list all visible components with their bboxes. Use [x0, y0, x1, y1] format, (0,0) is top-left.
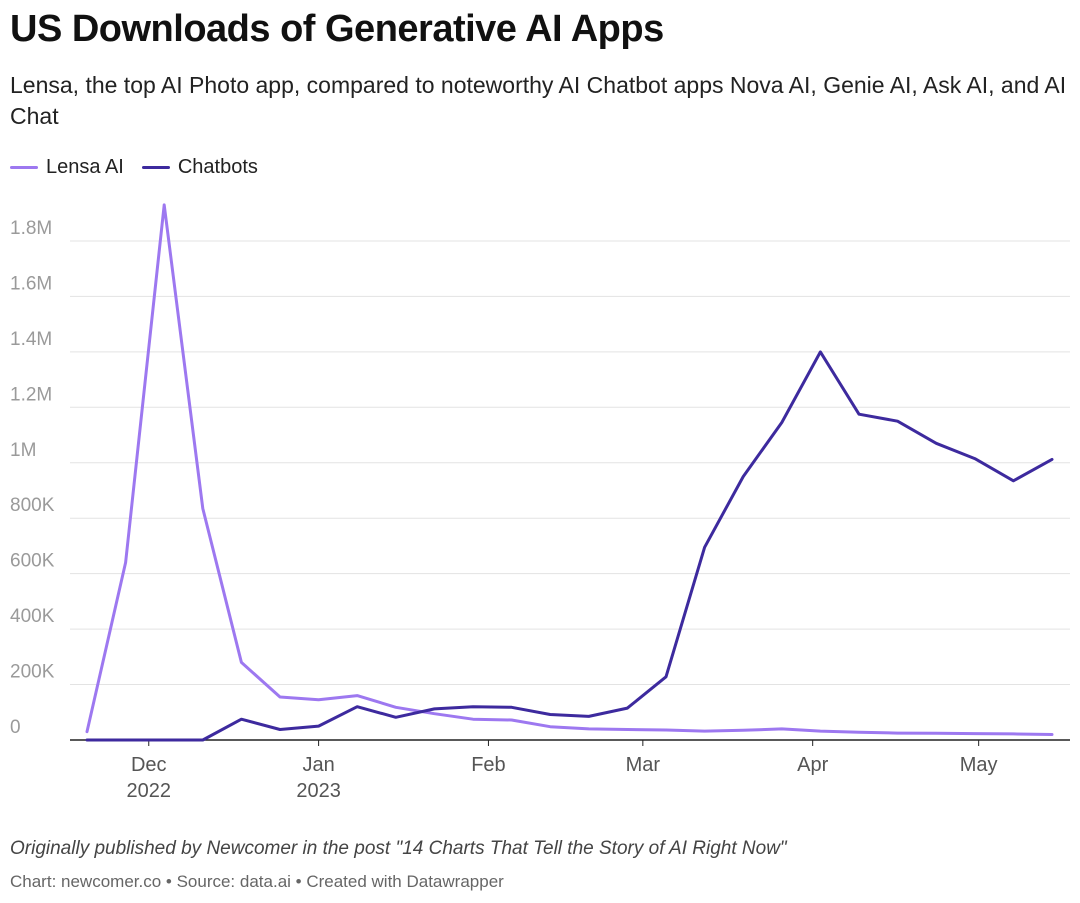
legend-label-chatbots: Chatbots [177, 156, 258, 178]
x-tick-sublabel: 2023 [296, 780, 341, 802]
chart-subtitle: Lensa, the top AI Photo app, compared to… [10, 72, 1067, 129]
series-line-chatbots [85, 350, 1054, 742]
x-tick-label: Jan [302, 754, 334, 776]
source-note: Originally published by Newcomer in the … [10, 838, 787, 859]
y-tick-label: 1M [10, 440, 36, 461]
legend-label-lensa: Lensa AI [46, 156, 124, 178]
x-tick-label: Dec [131, 754, 167, 776]
line-chart: 0 200K 400K 600K 800K 1M 1.2M 1.4M 1.6M 1.8M Dec 20… [10, 203, 1070, 802]
x-tick-label: Apr [797, 754, 828, 776]
legend-swatch-lensa [10, 166, 38, 169]
chart-credit: Chart: newcomer.co • Source: data.ai • C… [10, 872, 504, 891]
legend: Lensa AI Chatbots [10, 156, 276, 179]
chart-title: US Downloads of Generative AI Apps [10, 8, 664, 50]
y-tick-label: 1.4M [10, 329, 52, 350]
y-tick-label: 800K [10, 495, 55, 516]
legend-item-lensa: Lensa AI [10, 156, 124, 179]
x-tick-label: May [960, 754, 998, 776]
y-tick-label: 1.2M [10, 384, 52, 405]
legend-item-chatbots: Chatbots [141, 156, 258, 179]
y-tick-label: 600K [10, 551, 55, 572]
y-tick-label: 1.6M [10, 273, 52, 294]
series-line-lensa-ai [85, 203, 1054, 736]
y-tick-label: 1.8M [10, 218, 52, 239]
y-tick-label: 200K [10, 662, 55, 683]
y-tick-label: 400K [10, 606, 55, 627]
legend-swatch-chatbots [141, 166, 170, 169]
x-tick-label: Feb [471, 754, 505, 776]
x-tick-sublabel: 2022 [127, 780, 172, 802]
x-tick-label: Mar [626, 754, 661, 776]
y-tick-label: 0 [10, 717, 21, 738]
